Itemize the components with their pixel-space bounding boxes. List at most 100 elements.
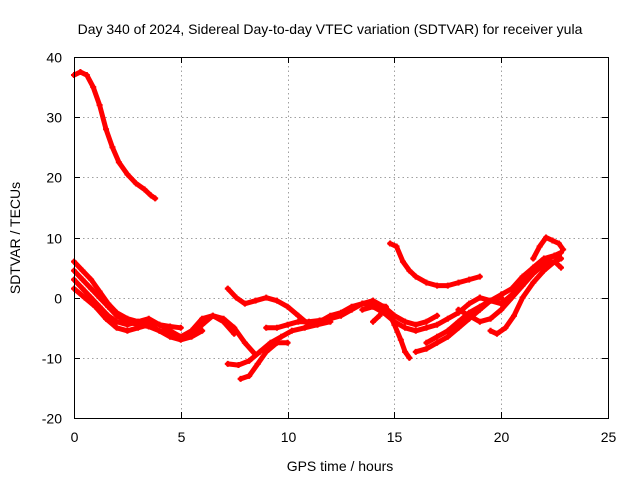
data-point bbox=[412, 327, 419, 334]
data-point bbox=[393, 243, 400, 250]
data-point bbox=[508, 291, 515, 298]
data-point bbox=[224, 285, 231, 292]
data-point bbox=[263, 348, 270, 355]
data-point bbox=[246, 372, 253, 379]
data-point bbox=[237, 375, 244, 382]
data-point bbox=[152, 195, 159, 202]
data-point bbox=[284, 303, 291, 310]
data-point bbox=[498, 300, 505, 307]
data-point bbox=[90, 84, 97, 91]
data-point bbox=[399, 258, 406, 265]
data-point bbox=[476, 318, 483, 325]
data-point bbox=[493, 330, 500, 337]
data-point bbox=[359, 300, 366, 307]
data-point bbox=[511, 312, 518, 319]
data-point bbox=[423, 339, 430, 346]
data-point bbox=[519, 294, 526, 301]
data-point bbox=[103, 126, 110, 133]
data-point bbox=[540, 255, 547, 262]
data-point bbox=[113, 312, 120, 319]
data-point bbox=[124, 327, 131, 334]
data-point bbox=[177, 336, 184, 343]
y-tick-label: 20 bbox=[46, 170, 62, 186]
data-point bbox=[316, 317, 323, 324]
data-point bbox=[327, 315, 334, 322]
data-point bbox=[273, 297, 280, 304]
data-point bbox=[105, 303, 112, 310]
data-point bbox=[498, 306, 505, 313]
data-point bbox=[231, 330, 238, 337]
data-point bbox=[167, 327, 174, 334]
series-line-arc-5 bbox=[71, 286, 205, 343]
data-point bbox=[370, 303, 377, 310]
data-point bbox=[476, 294, 483, 301]
data-point bbox=[141, 186, 148, 193]
y-tick-label: 30 bbox=[46, 110, 62, 126]
data-point bbox=[103, 315, 110, 322]
data-point bbox=[402, 318, 409, 325]
series-line-arc-8 bbox=[225, 319, 333, 368]
data-point bbox=[530, 270, 537, 277]
x-tick-label: 15 bbox=[387, 429, 403, 445]
data-point bbox=[145, 315, 152, 322]
data-point bbox=[88, 276, 95, 283]
data-point bbox=[536, 243, 543, 250]
data-point bbox=[348, 306, 355, 313]
data-point bbox=[412, 273, 419, 280]
data-point bbox=[278, 333, 285, 340]
data-point bbox=[434, 333, 441, 340]
data-point bbox=[83, 72, 90, 79]
data-point bbox=[79, 276, 86, 283]
data-point bbox=[487, 297, 494, 304]
data-point bbox=[132, 180, 139, 187]
data-point bbox=[549, 237, 556, 244]
data-point bbox=[423, 324, 430, 331]
data-point bbox=[167, 333, 174, 340]
data-point bbox=[555, 240, 562, 247]
data-point bbox=[487, 327, 494, 334]
data-point bbox=[79, 285, 86, 292]
data-point bbox=[88, 294, 95, 301]
data-point bbox=[147, 192, 154, 199]
data-point bbox=[188, 327, 195, 334]
data-point bbox=[199, 327, 206, 334]
data-point bbox=[301, 324, 308, 331]
data-point bbox=[145, 321, 152, 328]
data-point bbox=[273, 324, 280, 331]
data-point bbox=[444, 282, 451, 289]
ticks: 0 5 10 15 20 25 -20 -10 0 10 20 30 40 bbox=[42, 50, 617, 446]
data-point bbox=[387, 240, 394, 247]
data-point bbox=[96, 294, 103, 301]
data-point bbox=[455, 324, 462, 331]
x-tick-label: 20 bbox=[494, 429, 510, 445]
data-point bbox=[423, 318, 430, 325]
data-point bbox=[231, 324, 238, 331]
data-point bbox=[558, 264, 565, 271]
data-point bbox=[376, 312, 383, 319]
data-point bbox=[338, 312, 344, 319]
data-point bbox=[81, 294, 88, 301]
data-point bbox=[96, 102, 103, 109]
data-point bbox=[88, 285, 95, 292]
data-point bbox=[540, 267, 547, 274]
data-point bbox=[359, 306, 366, 313]
data-point bbox=[530, 255, 537, 262]
data-point bbox=[434, 282, 441, 289]
y-tick-label: 0 bbox=[54, 291, 62, 307]
data-point bbox=[246, 357, 253, 364]
data-point bbox=[224, 360, 231, 367]
grid bbox=[74, 57, 608, 418]
data-point bbox=[455, 306, 462, 313]
data-point bbox=[288, 327, 295, 334]
data-point bbox=[444, 327, 451, 334]
data-point bbox=[370, 297, 377, 304]
data-point bbox=[79, 267, 86, 274]
data-point bbox=[423, 279, 430, 286]
data-point bbox=[252, 297, 259, 304]
data-point bbox=[391, 321, 398, 328]
data-point bbox=[412, 348, 419, 355]
x-tick-label: 5 bbox=[178, 429, 186, 445]
plot-frame bbox=[74, 57, 609, 419]
data-point bbox=[109, 144, 116, 151]
